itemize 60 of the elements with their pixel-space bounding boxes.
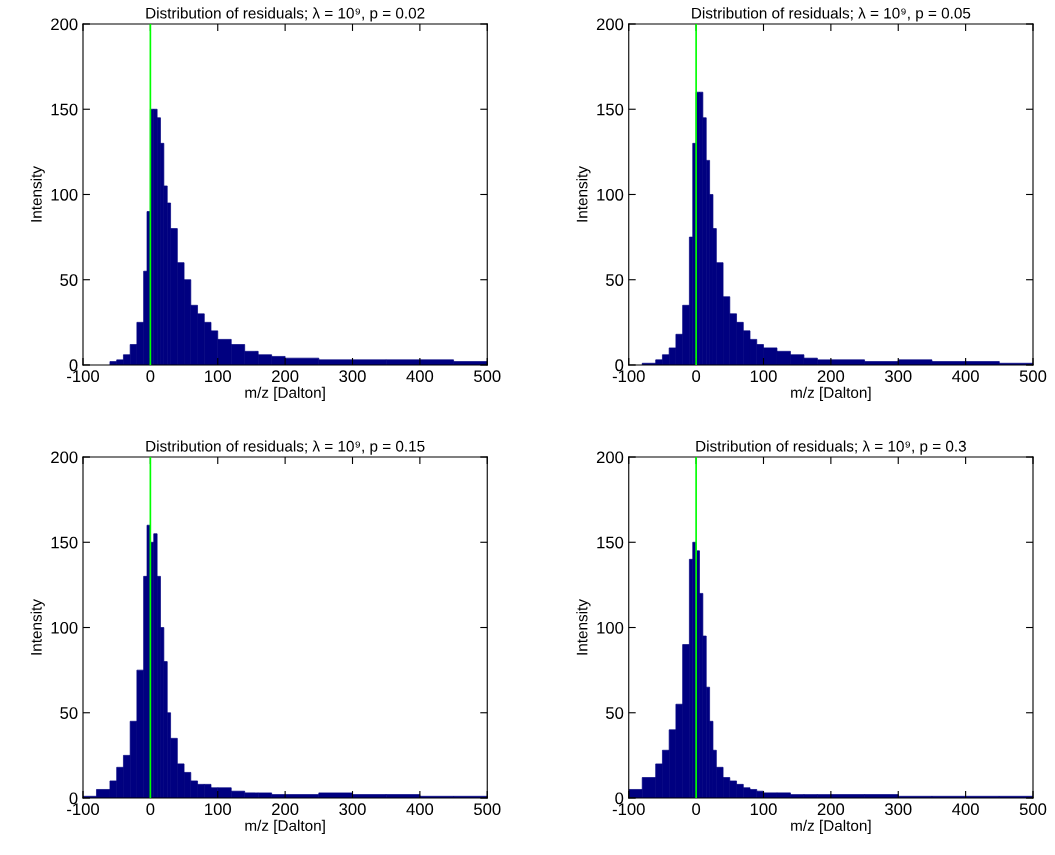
x-tick-label: 0 <box>146 370 155 383</box>
y-tick-label: 100 <box>597 188 624 201</box>
y-tick-label: 100 <box>597 621 624 634</box>
x-tick-label: 200 <box>817 370 845 383</box>
x-tick-label: 100 <box>750 370 777 383</box>
x-tick-label: 300 <box>339 370 366 383</box>
x-tick-label: -100 <box>67 803 100 816</box>
x-tick-label: 0 <box>146 803 155 816</box>
x-tick-label: -100 <box>612 803 645 816</box>
y-tick-label: 50 <box>606 274 624 286</box>
x-tick-label: 100 <box>205 803 232 816</box>
x-axis-title: m/z [Dalton] <box>245 819 325 835</box>
y-tick-label: 0 <box>615 792 624 805</box>
y-tick-label: 200 <box>596 18 624 31</box>
chart-title: Distribution of residuals; λ = 10⁹, p = 0.3 <box>696 440 966 455</box>
y-tick-label: 50 <box>60 707 78 719</box>
x-tick-label: 200 <box>817 803 845 816</box>
x-axis-title: m/z [Dalton] <box>245 386 325 401</box>
x-tick-label: 500 <box>1019 803 1047 816</box>
x-tick-label: 400 <box>406 370 434 383</box>
y-tick-label: 200 <box>51 18 78 31</box>
x-axis-title: m/z [Dalton] <box>791 386 871 401</box>
y-tick-label: 150 <box>51 536 78 549</box>
y-tick-label: 100 <box>51 188 78 201</box>
x-tick-label: 0 <box>692 803 701 816</box>
x-tick-label: 200 <box>272 370 299 383</box>
x-tick-label: 0 <box>692 370 701 383</box>
chart-title: Distribution of residuals; λ = 10⁹, p = 0.05 <box>692 7 971 22</box>
y-tick-label: 150 <box>597 103 624 116</box>
y-tick-label: 0 <box>69 792 78 805</box>
y-tick-label: 50 <box>60 274 78 286</box>
x-tick-label: 300 <box>884 803 912 816</box>
x-tick-label: 500 <box>474 370 501 383</box>
y-tick-label: 50 <box>606 707 624 719</box>
y-axis-title: Intensity <box>576 166 591 222</box>
chart-title: Distribution of residuals; λ = 10⁹, p = 0.15 <box>146 440 425 455</box>
chart-title: Distribution of residuals; λ = 10⁹, p = 0.02 <box>146 7 425 22</box>
y-axis-title: Intensity <box>30 599 45 655</box>
x-tick-label: -100 <box>67 370 100 383</box>
y-axis-title: Intensity <box>30 166 45 222</box>
x-tick-label: 400 <box>406 803 434 816</box>
x-tick-label: 400 <box>952 370 979 383</box>
y-tick-label: 150 <box>597 536 624 549</box>
y-tick-label: 100 <box>51 621 78 634</box>
x-tick-label: -100 <box>612 370 645 383</box>
x-tick-label: 500 <box>474 803 501 816</box>
x-tick-label: 100 <box>750 803 777 816</box>
y-tick-label: 150 <box>51 103 78 116</box>
y-tick-label: 200 <box>51 451 78 464</box>
y-tick-label: 200 <box>596 451 624 464</box>
x-tick-label: 300 <box>339 803 366 816</box>
y-axis-title: Intensity <box>576 599 591 655</box>
x-tick-label: 300 <box>884 370 912 383</box>
x-tick-label: 200 <box>272 803 299 816</box>
x-tick-label: 400 <box>952 803 979 816</box>
x-tick-label: 100 <box>205 370 232 383</box>
y-tick-label: 0 <box>615 359 624 372</box>
x-tick-label: 500 <box>1019 370 1047 383</box>
x-axis-title: m/z [Dalton] <box>791 819 871 835</box>
y-tick-label: 0 <box>69 359 78 372</box>
